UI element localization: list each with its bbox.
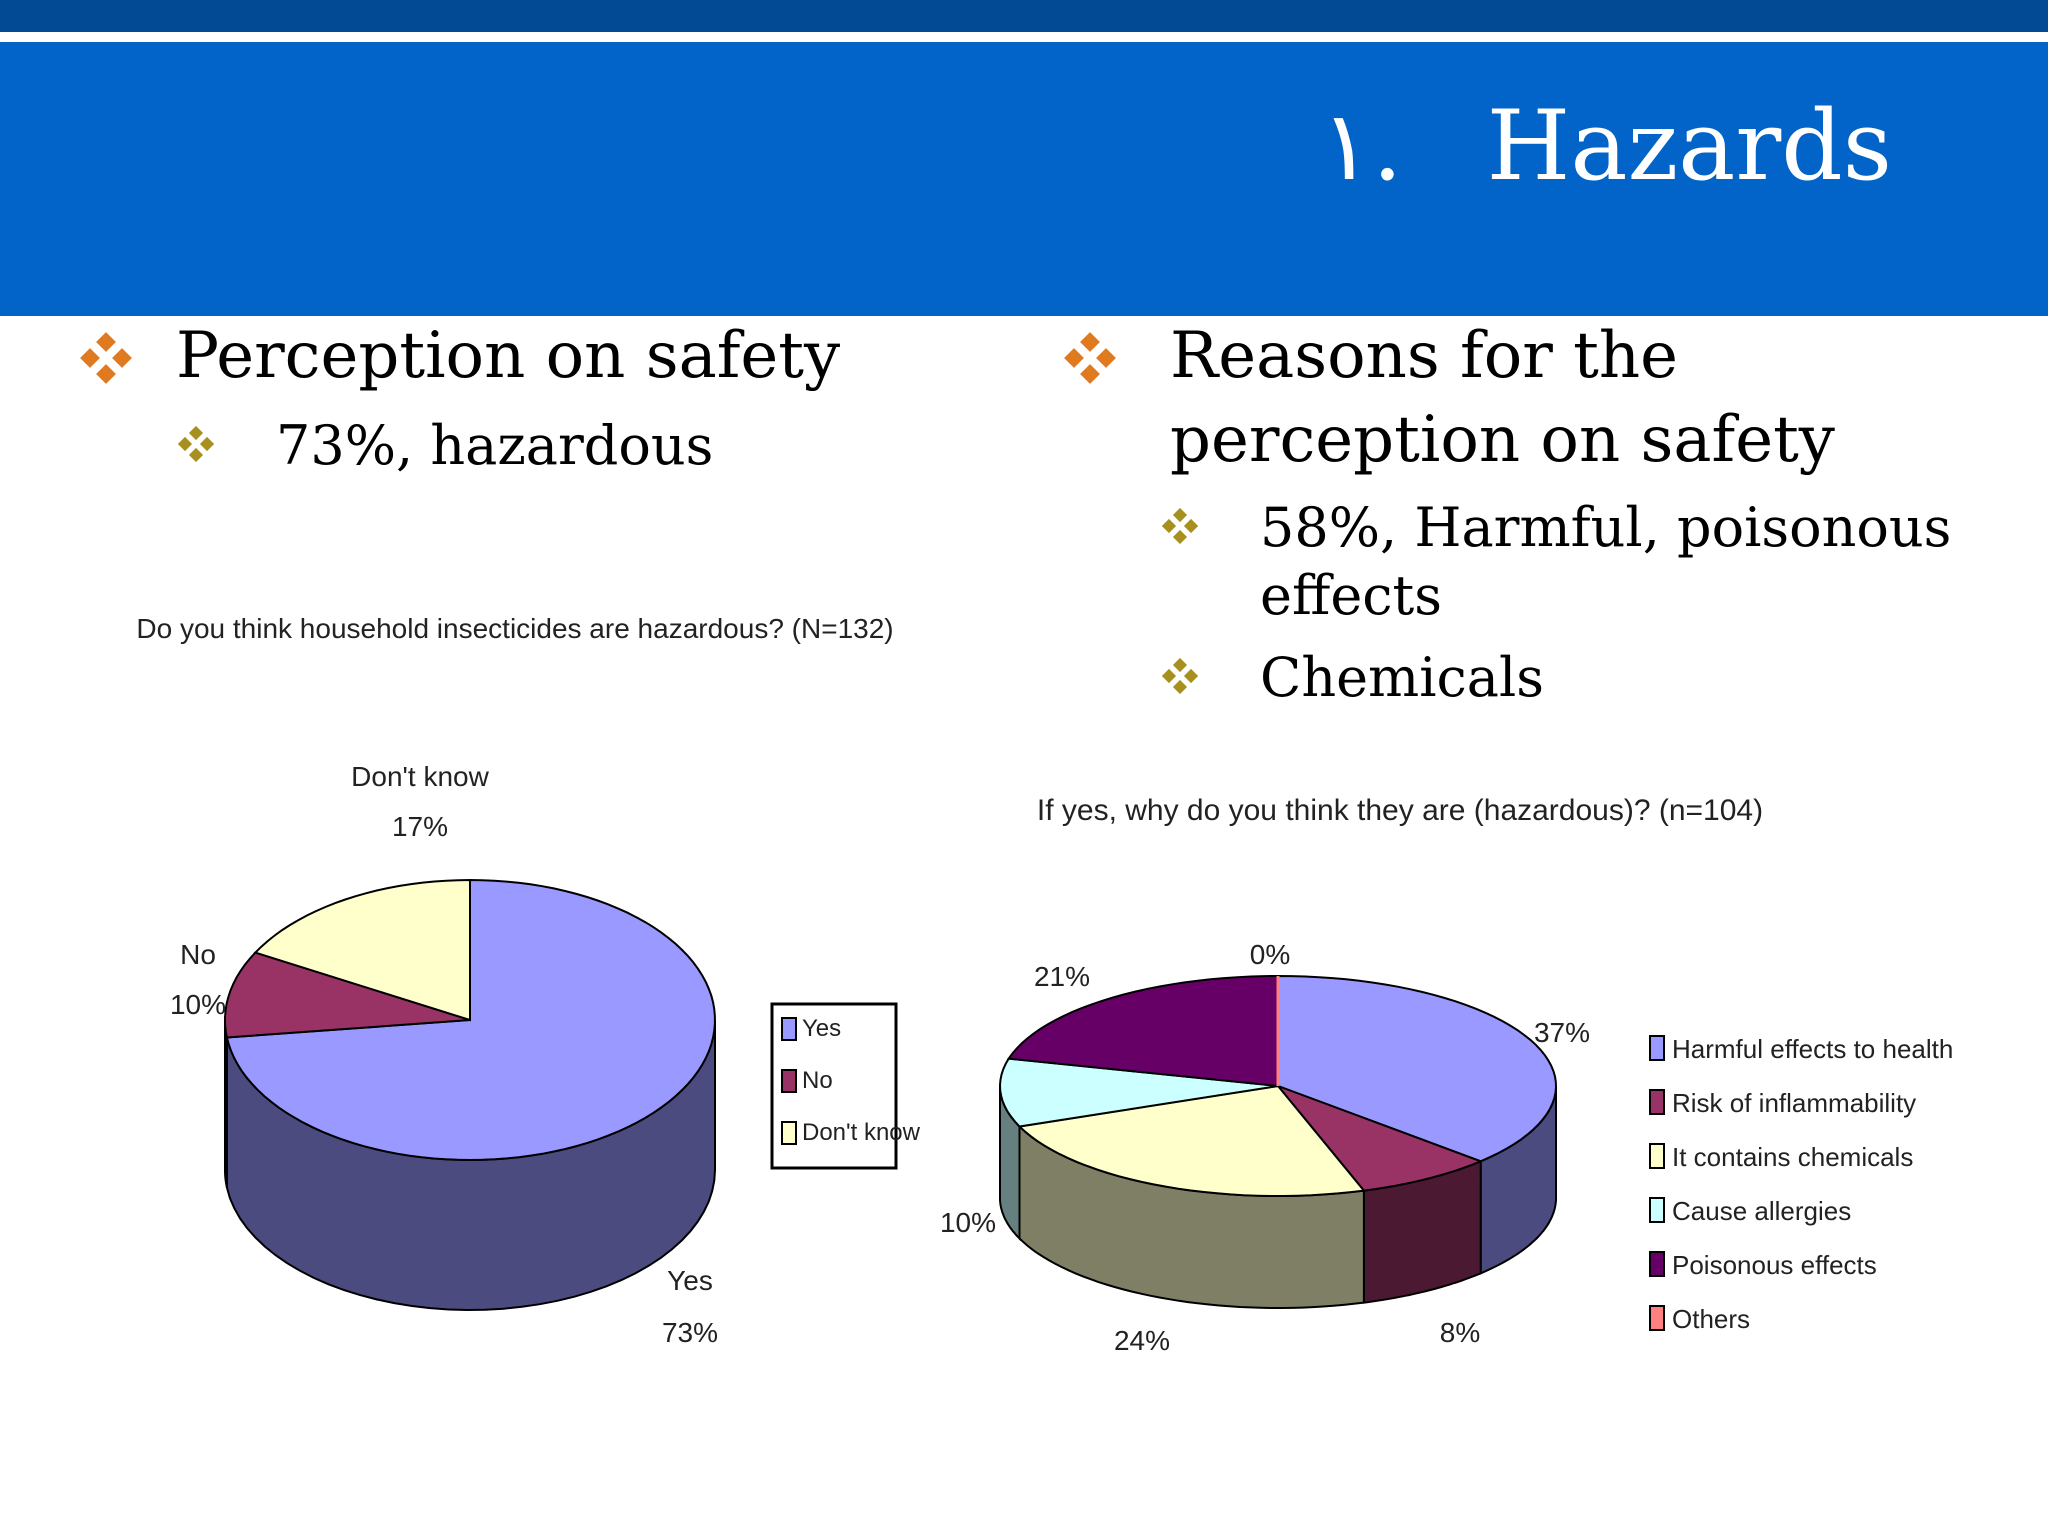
diamond-bullet-icon [1064, 332, 1116, 384]
hazard-perception-pie-chart: Do you think household insecticides are … [136, 613, 920, 1348]
category-label-no: No [180, 939, 216, 970]
slide-number: ١. [1320, 90, 1403, 202]
legend-label-poisonous-effects: Poisonous effects [1672, 1250, 1877, 1280]
value-label-risk-of-inflammability: 8% [1440, 1317, 1480, 1348]
pie-side-no [224, 1020, 228, 1188]
legend-swatch-yes [781, 1017, 797, 1041]
right-sub-bullet-1-line1: 58%, Harmful, poisonous [1260, 496, 1952, 559]
legend-swatch-poisonous-effects [1649, 1251, 1665, 1277]
right-sub-bullet-1: 58%, Harmful, poisonous effects [1162, 494, 1952, 630]
legend-label-yes: Yes [802, 1015, 841, 1042]
top-divider [0, 32, 2048, 42]
value-label-it-contains-chemicals: 24% [1114, 1325, 1170, 1356]
chart-title: Do you think household insecticides are … [136, 613, 893, 644]
value-label-poisonous-effects: 21% [1034, 961, 1090, 992]
pie-slice-harmful-effects-to-health [1277, 974, 1558, 1163]
pie-slice-cause-allergies [998, 1057, 1279, 1128]
top-bar [0, 0, 2048, 32]
legend-swatch-harmful-effects-to-health [1649, 1035, 1665, 1061]
pie-group [998, 974, 1558, 1309]
value-label-no: 10% [170, 989, 226, 1020]
legend-swatch-others [1649, 1305, 1665, 1331]
right-sub-bullet-2-text: Chemicals [1260, 646, 1544, 709]
pie-slice-risk-of-inflammability [1274, 1083, 1484, 1192]
left-bullet: Perception on safety [80, 314, 841, 398]
right-bullet-line1: Reasons for the [1170, 319, 1678, 393]
pie-slice-no [223, 951, 471, 1039]
legend-swatch-no [781, 1069, 797, 1093]
legend-label-don-t-know: Don't know [802, 1119, 920, 1146]
chart-legend: Yes No Don't know [770, 1002, 920, 1170]
value-label-yes: 73% [662, 1317, 718, 1348]
data-labels: 37% 8% 24% 10% 21% 0% [940, 939, 1590, 1356]
left-bullet-text: Perception on safety [176, 319, 841, 393]
category-label-yes: Yes [667, 1265, 713, 1296]
slide-title: ١. Hazards [1321, 86, 1892, 206]
right-sub-bullet-1-line2: effects [1260, 564, 1442, 627]
legend-swatch-risk-of-inflammability [1649, 1089, 1665, 1115]
legend-swatch-cause-allergies [1649, 1197, 1665, 1223]
left-sub-bullet: 73%, hazardous [178, 412, 714, 480]
pie-tops [223, 878, 716, 1162]
legend-label-cause-allergies: Cause allergies [1672, 1196, 1851, 1226]
legend-label-harmful-effects-to-health: Harmful effects to health [1672, 1034, 1953, 1064]
legend-label-others: Others [1672, 1304, 1750, 1334]
pie-slice-poisonous-effects [1006, 974, 1279, 1088]
value-label-others: 0% [1250, 939, 1290, 970]
right-bullet: Reasons for the perception on safety [1064, 314, 1835, 482]
hazard-reasons-pie-chart: If yes, why do you think they are (hazar… [940, 794, 1953, 1356]
diamond-bullet-icon [1162, 658, 1198, 694]
left-sub-bullet-text: 73%, hazardous [276, 414, 714, 477]
value-label-don-t-know: 17% [392, 811, 448, 842]
chart-legend: Harmful effects to health Risk of inflamm… [1649, 1034, 1953, 1334]
legend-swatch-it-contains-chemicals [1649, 1143, 1665, 1169]
slide-title-text: Hazards [1486, 90, 1892, 202]
value-label-harmful-effects-to-health: 37% [1534, 1017, 1590, 1048]
right-bullet-line2: perception on safety [1170, 403, 1835, 477]
pie-group [223, 878, 716, 1312]
chart-title: If yes, why do you think they are (hazar… [1037, 794, 1763, 827]
diamond-bullet-icon [80, 332, 132, 384]
pie-tops [998, 974, 1558, 1197]
legend-label-no: No [802, 1067, 833, 1094]
diamond-bullet-icon [1162, 508, 1198, 544]
diamond-bullet-icon [178, 426, 214, 462]
pie-sides [999, 1086, 1557, 1309]
category-label-don-t-know: Don't know [351, 761, 489, 792]
value-label-cause-allergies: 10% [940, 1207, 996, 1238]
legend-label-risk-of-inflammability: Risk of inflammability [1672, 1088, 1916, 1118]
right-sub-bullet-2: Chemicals [1162, 644, 1544, 712]
data-labels: Yes 73% No 10% Don't know 17% [170, 761, 718, 1348]
legend-swatch-don-t-know [781, 1121, 797, 1145]
legend-label-it-contains-chemicals: It contains chemicals [1672, 1142, 1913, 1172]
pie-slice-don-t-know [253, 878, 471, 1022]
title-banner [0, 42, 2048, 316]
